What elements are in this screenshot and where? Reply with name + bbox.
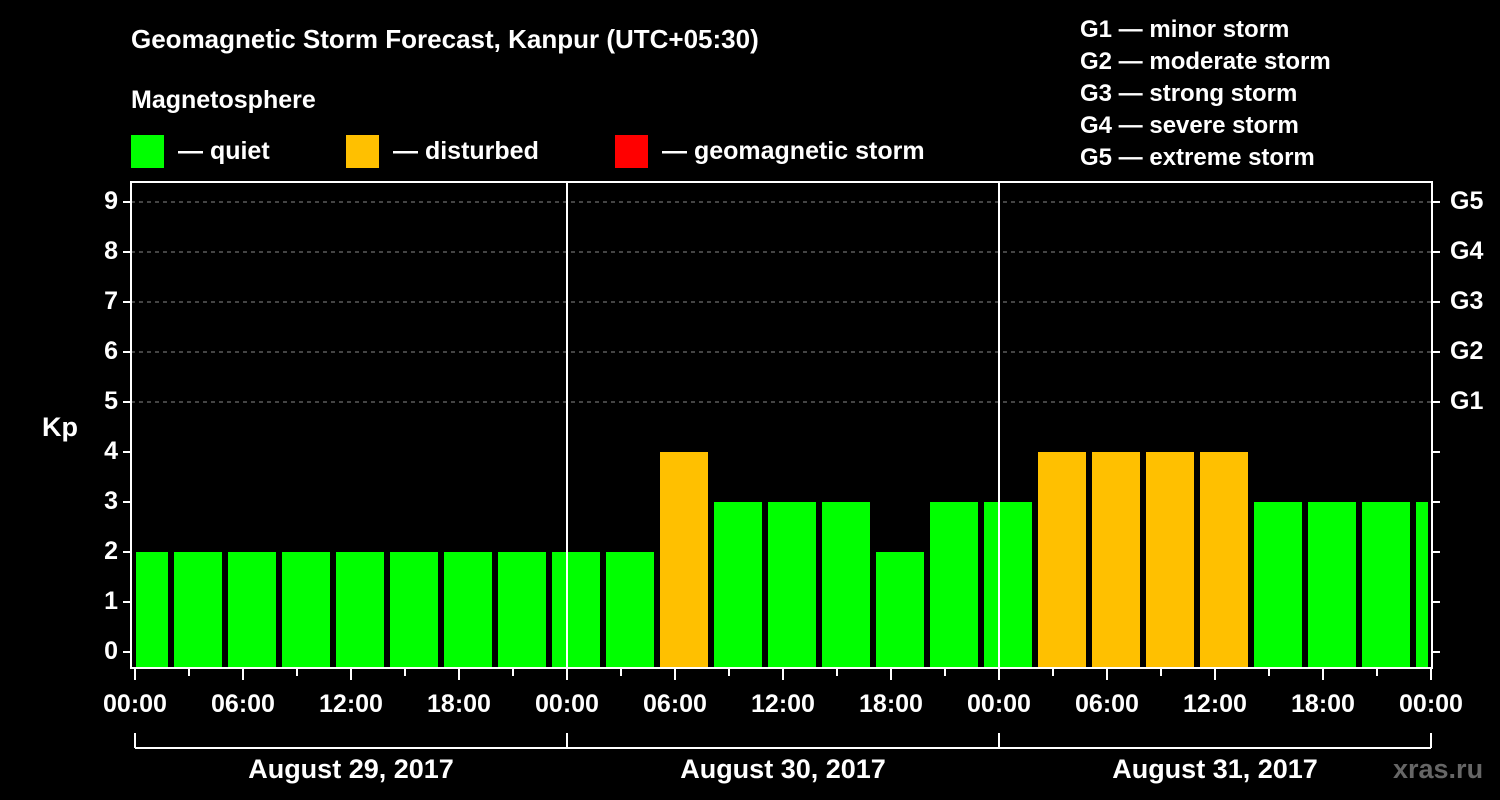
g-scale-item: G1 — minor storm: [1080, 16, 1290, 43]
kp-bar: [498, 552, 546, 667]
y-tick-label: 9: [104, 187, 118, 215]
kp-bar: [1362, 502, 1410, 667]
kp-bar: [336, 552, 384, 667]
g-tick-label: G3: [1450, 287, 1484, 315]
y-tick-label: 3: [104, 487, 118, 515]
chart-title: Geomagnetic Storm Forecast, Kanpur (UTC+…: [131, 24, 759, 54]
x-tick-label: 12:00: [319, 690, 383, 718]
date-label: August 30, 2017: [680, 754, 886, 784]
x-tick-label: 06:00: [211, 690, 275, 718]
legend-heading: Magnetosphere: [131, 86, 316, 114]
legend-disturbed: — disturbed: [346, 134, 539, 168]
kp-bar: [930, 502, 978, 667]
g-tick-label: G5: [1450, 187, 1484, 215]
legend-label: — disturbed: [393, 136, 539, 165]
quiet-swatch-icon: [131, 134, 164, 168]
kp-bar: [876, 552, 924, 667]
y-tick-label: 4: [104, 437, 118, 465]
kp-bar: [1308, 502, 1356, 667]
kp-bar: [606, 552, 654, 667]
x-tick-label: 06:00: [1075, 690, 1139, 718]
y-axis-label: Kp: [42, 412, 78, 442]
legend-quiet: — quiet: [131, 134, 270, 168]
kp-bar: [822, 502, 870, 667]
g-scale-item: G5 — extreme storm: [1080, 144, 1315, 171]
kp-bar: [228, 552, 276, 667]
y-tick-label: 8: [104, 237, 118, 265]
x-tick-label: 18:00: [1291, 690, 1355, 718]
g-scale-item: G2 — moderate storm: [1080, 48, 1331, 75]
date-label: August 29, 2017: [248, 754, 454, 784]
kp-bar: [1200, 452, 1248, 667]
legend-label: — quiet: [178, 136, 270, 165]
kp-bar: [1092, 452, 1140, 667]
x-tick-label: 18:00: [859, 690, 923, 718]
legend-storm: — geomagnetic storm: [615, 134, 925, 168]
storm-swatch-icon: [615, 134, 648, 168]
y-tick-label: 5: [104, 387, 118, 415]
g-scale-item: G4 — severe storm: [1080, 112, 1299, 139]
x-tick-label: 18:00: [427, 690, 491, 718]
y-tick-label: 7: [104, 287, 118, 315]
y-tick-label: 2: [104, 537, 118, 565]
x-tick-label: 00:00: [1399, 690, 1463, 718]
x-tick-label: 00:00: [967, 690, 1031, 718]
kp-bar: [714, 502, 762, 667]
x-tick-label: 00:00: [103, 690, 167, 718]
kp-bar: [174, 552, 222, 667]
kp-bar: [660, 452, 708, 667]
date-label: August 31, 2017: [1112, 754, 1318, 784]
kp-bar: [1146, 452, 1194, 667]
y-tick-label: 0: [104, 637, 118, 665]
kp-bar: [1254, 502, 1302, 667]
x-tick-label: 06:00: [643, 690, 707, 718]
g-tick-label: G4: [1450, 237, 1484, 265]
kp-bar: [444, 552, 492, 667]
g-scale-item: G3 — strong storm: [1080, 80, 1298, 107]
kp-bar: [282, 552, 330, 667]
x-tick-label: 00:00: [535, 690, 599, 718]
x-tick-label: 12:00: [751, 690, 815, 718]
watermark: xras.ru: [1393, 754, 1484, 784]
y-tick-label: 1: [104, 587, 118, 615]
x-tick-label: 12:00: [1183, 690, 1247, 718]
kp-bar: [552, 552, 600, 667]
kp-bar: [1416, 502, 1428, 667]
g-scale-legend: G1 — minor storm G2 — moderate storm G3 …: [1080, 14, 1331, 174]
kp-bar: [136, 552, 168, 667]
plot-frame: [130, 181, 1433, 669]
kp-bar: [1038, 452, 1086, 667]
kp-bar: [390, 552, 438, 667]
g-tick-label: G1: [1450, 387, 1484, 415]
g-tick-label: G2: [1450, 337, 1484, 365]
kp-bar: [768, 502, 816, 667]
disturbed-swatch-icon: [346, 134, 379, 168]
legend-label: — geomagnetic storm: [662, 136, 925, 165]
kp-bar: [984, 502, 1032, 667]
y-tick-label: 6: [104, 337, 118, 365]
